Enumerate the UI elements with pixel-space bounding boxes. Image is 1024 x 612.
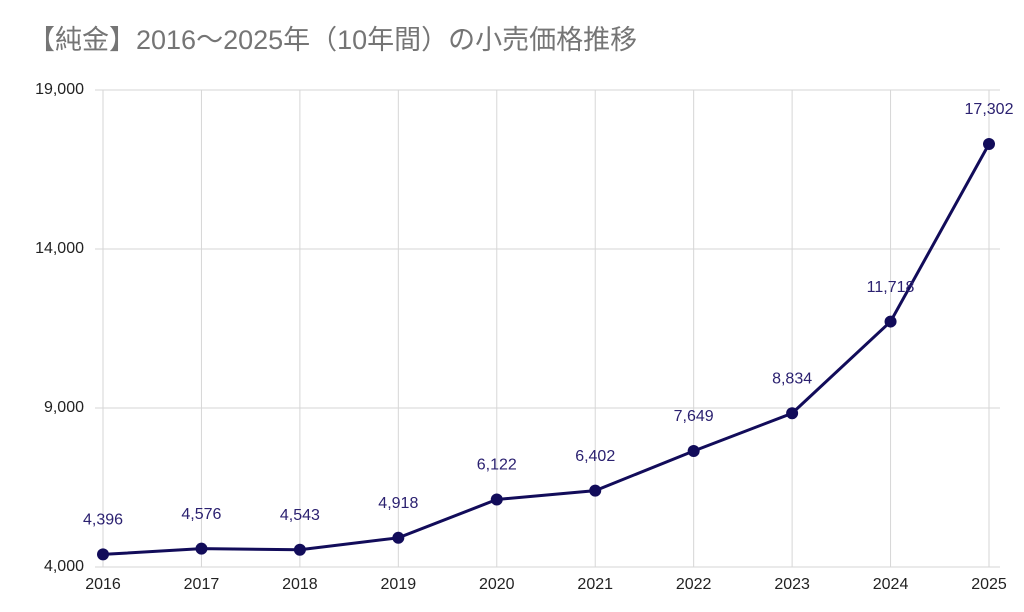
x-tick-label: 2019 (381, 576, 417, 593)
data-point (589, 484, 602, 497)
data-label: 6,122 (477, 457, 517, 474)
x-tick-label: 2016 (85, 576, 121, 593)
data-point (983, 137, 995, 150)
data-line (102, 143, 991, 556)
data-label: 4,576 (181, 506, 221, 523)
data-point (195, 542, 208, 555)
data-point (687, 444, 700, 457)
x-tick-label: 2025 (971, 576, 1007, 593)
y-tick-label: 14,000 (35, 240, 84, 257)
x-tick-label: 2021 (577, 576, 613, 593)
x-tick-label: 2017 (184, 576, 220, 593)
data-point (392, 531, 405, 544)
data-point (786, 407, 799, 420)
y-tick-label: 4,000 (44, 558, 84, 575)
x-tick-label: 2020 (479, 576, 515, 593)
y-tick-label: 19,000 (35, 81, 84, 98)
data-label: 4,918 (378, 495, 418, 512)
x-tick-label: 2018 (282, 576, 318, 593)
data-label: 17,302 (965, 101, 1014, 118)
data-label: 4,543 (280, 507, 320, 524)
y-tick-label: 9,000 (44, 399, 84, 416)
data-point (293, 543, 306, 556)
data-label: 7,649 (674, 408, 714, 425)
data-label: 8,834 (772, 370, 812, 387)
chart-title: 【純金】2016～2025年（10年間）の小売価格推移 (28, 25, 637, 55)
data-point (884, 315, 897, 328)
data-point (490, 493, 503, 506)
x-tick-label: 2022 (676, 576, 712, 593)
x-tick-label: 2024 (873, 576, 909, 593)
x-tick-label: 2023 (774, 576, 810, 593)
data-label: 4,396 (83, 512, 123, 529)
data-point (97, 548, 109, 561)
data-label: 11,718 (867, 279, 915, 296)
data-label: 6,402 (575, 448, 615, 465)
